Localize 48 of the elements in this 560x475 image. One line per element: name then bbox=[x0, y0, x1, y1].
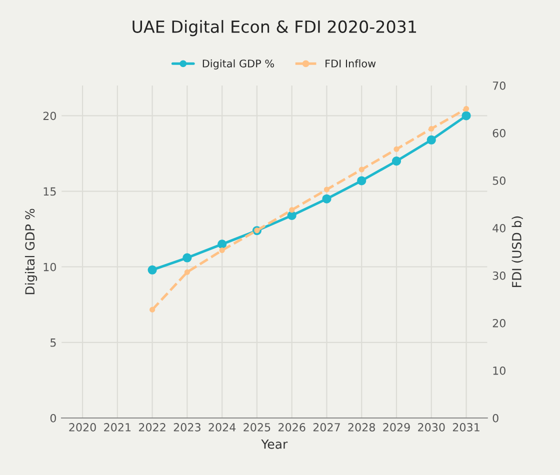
point bbox=[322, 194, 332, 204]
x-tick-label: 2025 bbox=[244, 423, 270, 432]
legend-label: Digital GDP % bbox=[202, 59, 274, 70]
y2-tick-label: 10 bbox=[493, 366, 506, 375]
point bbox=[324, 186, 330, 192]
y-tick-label: 20 bbox=[43, 112, 56, 120]
y2-tick-label: 70 bbox=[492, 81, 506, 90]
x-tick-label: 2026 bbox=[278, 423, 306, 432]
legend-label: FDI Inflow bbox=[326, 59, 376, 68]
y2-tick-label: 50 bbox=[492, 176, 506, 185]
x-axis-title: Year bbox=[261, 440, 288, 449]
x-tick-label: 2028 bbox=[348, 423, 375, 432]
y2-tick-label: 60 bbox=[492, 128, 506, 138]
x-tick-label: 2027 bbox=[313, 423, 340, 432]
y-tick-label: 5 bbox=[50, 338, 56, 347]
x-tick-label: 2030 bbox=[418, 423, 445, 432]
x-tick-label: 2029 bbox=[383, 423, 410, 432]
y-axis-title: Digital GDP % bbox=[24, 208, 38, 294]
point bbox=[148, 265, 157, 274]
point bbox=[428, 126, 434, 132]
point bbox=[358, 166, 364, 172]
y2-tick-label: 20 bbox=[492, 318, 506, 328]
point bbox=[462, 111, 471, 120]
x-tick-label: 2023 bbox=[174, 423, 200, 432]
point bbox=[219, 248, 225, 254]
point bbox=[392, 156, 402, 166]
y2-tick-label: 30 bbox=[492, 271, 506, 280]
point bbox=[218, 240, 227, 249]
y2-tick-label: 0 bbox=[492, 414, 498, 422]
y2-tick-label: 40 bbox=[492, 224, 506, 232]
y-tick-label: 15 bbox=[44, 187, 56, 196]
y-tick-label: 10 bbox=[44, 262, 56, 272]
point bbox=[150, 306, 156, 312]
y2-axis-title: FDI (USD b) bbox=[512, 216, 523, 287]
point bbox=[426, 135, 436, 144]
x-tick-label: 2024 bbox=[208, 423, 236, 432]
point bbox=[394, 146, 400, 152]
y-tick-label: 0 bbox=[50, 414, 56, 422]
chart-title: UAE Digital Econ & FDI 2020-2031 bbox=[132, 20, 416, 36]
point bbox=[289, 207, 295, 213]
point bbox=[184, 269, 190, 275]
x-tick-label: 2031 bbox=[452, 423, 480, 432]
point bbox=[182, 253, 192, 262]
point bbox=[463, 106, 470, 112]
x-tick-label: 2022 bbox=[138, 423, 166, 432]
x-tick-label: 2021 bbox=[104, 423, 131, 432]
point bbox=[357, 176, 366, 186]
x-tick-label: 2020 bbox=[69, 423, 96, 432]
